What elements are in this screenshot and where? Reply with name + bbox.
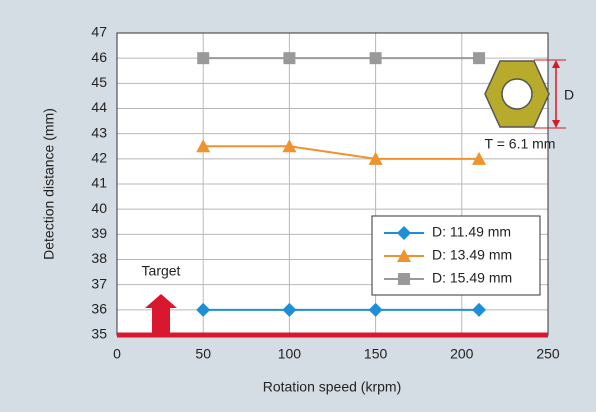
dimension-label: D bbox=[564, 87, 574, 103]
x-tick-label: 150 bbox=[364, 346, 388, 362]
marker bbox=[472, 302, 487, 317]
y-tick-label: 41 bbox=[91, 175, 107, 191]
marker bbox=[397, 249, 411, 262]
y-tick-label: 43 bbox=[91, 124, 107, 140]
x-tick-label: 200 bbox=[450, 346, 474, 362]
x-tick-label: 250 bbox=[536, 346, 560, 362]
y-tick-label: 42 bbox=[91, 150, 107, 166]
legend-label: D: 11.49 mm bbox=[432, 224, 511, 240]
marker bbox=[283, 52, 296, 65]
series-line bbox=[203, 145, 480, 160]
marker bbox=[368, 302, 383, 317]
y-tick-label: 40 bbox=[91, 200, 107, 216]
y-tick-label: 35 bbox=[91, 326, 107, 342]
x-tick-label: 100 bbox=[278, 346, 302, 362]
y-tick-label: 38 bbox=[91, 250, 107, 266]
dim-arrow bbox=[552, 120, 560, 128]
y-tick-label: 45 bbox=[91, 74, 107, 90]
y-tick-label: 37 bbox=[91, 275, 107, 291]
y-tick-label: 44 bbox=[91, 99, 107, 115]
marker bbox=[282, 302, 297, 317]
marker bbox=[397, 226, 411, 240]
target-label: Target bbox=[142, 263, 181, 279]
marker bbox=[398, 273, 410, 285]
nut-hole bbox=[501, 78, 533, 110]
marker bbox=[196, 139, 211, 153]
thickness-label: T = 6.1 mm bbox=[485, 136, 556, 152]
marker bbox=[369, 52, 382, 65]
marker bbox=[368, 151, 383, 165]
marker bbox=[472, 151, 487, 165]
marker bbox=[282, 139, 297, 153]
marker bbox=[473, 52, 486, 65]
y-tick-label: 47 bbox=[91, 24, 107, 40]
marker bbox=[197, 52, 210, 65]
x-axis-label: Rotation speed (krpm) bbox=[263, 379, 402, 395]
legend-label: D: 15.49 mm bbox=[432, 270, 512, 286]
x-tick-label: 0 bbox=[113, 346, 121, 362]
legend-label: D: 13.49 mm bbox=[432, 247, 512, 263]
y-tick-label: 36 bbox=[91, 301, 107, 317]
y-tick-label: 39 bbox=[91, 225, 107, 241]
x-tick-label: 50 bbox=[195, 346, 211, 362]
marker bbox=[196, 302, 211, 317]
dim-arrow bbox=[552, 60, 560, 68]
target-arrow bbox=[145, 294, 177, 335]
y-axis-label: Detection distance (mm) bbox=[41, 108, 57, 260]
y-tick-label: 46 bbox=[91, 49, 107, 65]
